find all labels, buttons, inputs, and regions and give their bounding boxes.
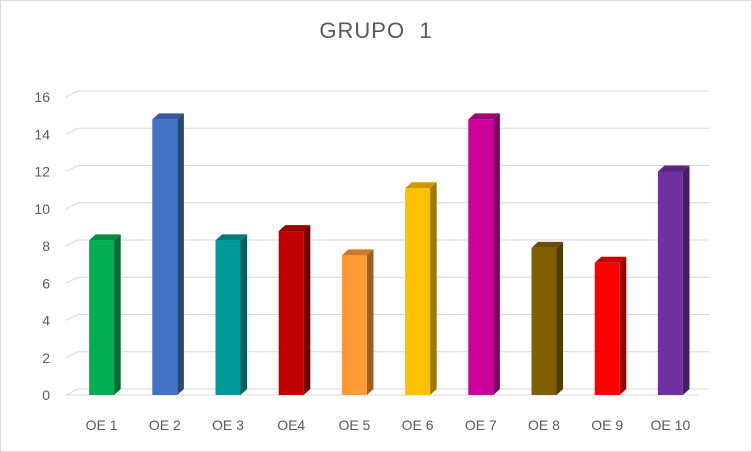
- gridline-depth: [65, 276, 79, 284]
- bar-top: [278, 225, 311, 232]
- bar-front: [89, 240, 115, 395]
- bar-7: [468, 113, 500, 395]
- bar-top: [89, 234, 121, 241]
- bar-side: [493, 113, 500, 395]
- y-tick-label: 0: [42, 387, 50, 403]
- bar-10: [657, 165, 690, 395]
- bar-side: [619, 256, 627, 395]
- bar-6: [405, 182, 437, 395]
- bar-side: [682, 165, 690, 395]
- bars: [89, 113, 690, 395]
- x-tick-label: OE 2: [149, 417, 181, 433]
- bar-front: [278, 231, 304, 395]
- x-tick-label: OE 7: [465, 417, 497, 433]
- x-axis-ticks: OE 1 OE 2 OE 3 OE4 OE 5 OE 6 OE 7 OE 8 OE 9 OE 10: [86, 417, 691, 433]
- bar-top: [657, 165, 690, 172]
- y-tick-label: 10: [34, 201, 50, 217]
- y-tick-label: 6: [42, 275, 50, 291]
- x-tick-label: OE 10: [651, 417, 691, 433]
- bar-front: [152, 119, 178, 395]
- y-tick-label: 16: [34, 89, 50, 105]
- bar-9: [594, 256, 627, 395]
- gridline-depth: [65, 165, 79, 172]
- bar-side: [303, 225, 311, 395]
- x-tick-label: OE 8: [528, 417, 560, 433]
- x-tick-label: OE 9: [591, 417, 623, 433]
- bar-top: [152, 113, 184, 120]
- gridline-depth: [65, 239, 79, 247]
- chart-title: GRUPO 1: [319, 18, 433, 43]
- bar-side: [240, 234, 248, 395]
- x-tick-label: OE 6: [402, 417, 434, 433]
- y-tick-label: 12: [34, 164, 50, 180]
- x-tick-label: OE 5: [338, 417, 370, 433]
- y-tick-label: 14: [34, 126, 50, 142]
- bar-2: [152, 113, 184, 395]
- bar-side: [556, 241, 564, 395]
- bar-1: [89, 234, 121, 395]
- bar-5: [341, 249, 374, 395]
- y-tick-label: 4: [42, 313, 50, 329]
- bar-top: [405, 182, 437, 189]
- bar-front: [531, 247, 557, 395]
- gridline-depth: [65, 314, 79, 321]
- gridline-depth: [65, 127, 79, 135]
- bar-front: [468, 119, 494, 395]
- x-tick-label: OE4: [277, 417, 305, 433]
- bar-3: [215, 234, 248, 395]
- bar-4: [278, 225, 311, 395]
- bar-front: [594, 262, 620, 395]
- x-tick-label: OE 3: [212, 417, 244, 433]
- gridline-depth: [65, 90, 79, 98]
- bar-front: [657, 171, 683, 395]
- bar-top: [594, 256, 627, 263]
- bar-top: [341, 249, 374, 256]
- y-tick-label: 2: [42, 350, 50, 366]
- bar-side: [177, 113, 184, 395]
- bar-8: [531, 241, 564, 395]
- bar-side: [114, 234, 121, 395]
- bar-side: [366, 249, 374, 395]
- bar-top: [468, 113, 500, 120]
- y-tick-label: 8: [42, 238, 50, 254]
- gridline-depth: [65, 202, 79, 210]
- y-axis-ticks: 0 2 4 6 8 10 12 14 16: [34, 89, 50, 403]
- bar-front: [405, 188, 431, 395]
- bar-front: [341, 255, 367, 395]
- bar-front: [215, 240, 241, 395]
- gridline-depth: [65, 388, 79, 396]
- bar-top: [215, 234, 248, 241]
- x-tick-label: OE 1: [86, 417, 118, 433]
- bar-top: [531, 241, 564, 248]
- gridline-depth: [65, 351, 79, 359]
- bar-side: [430, 182, 437, 395]
